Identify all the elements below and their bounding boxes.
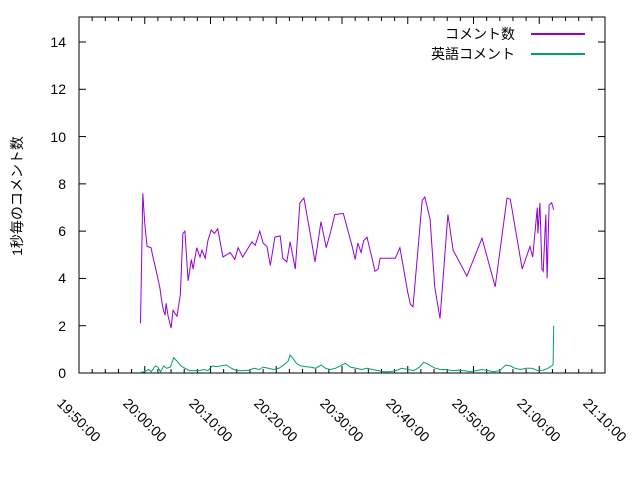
y-tick-label: 2 <box>58 317 66 334</box>
y-tick-label: 0 <box>58 365 66 381</box>
y-tick-label: 14 <box>50 34 66 50</box>
legend-label-english-comments: 英語コメント <box>431 46 515 62</box>
y-tick-label: 8 <box>58 175 66 192</box>
y-tick-label: 6 <box>58 223 66 240</box>
y-tick-label: 4 <box>58 270 66 287</box>
legend-label-comments: コメント数 <box>445 26 515 42</box>
legend-line-english-comments-sample <box>531 53 585 55</box>
y-tick-label: 12 <box>50 81 66 98</box>
y-tick-label: 10 <box>50 128 66 145</box>
legend: コメント数 英語コメント <box>0 24 585 64</box>
legend-item-comments: コメント数 <box>0 24 585 44</box>
legend-line-comments-sample <box>531 33 585 35</box>
legend-item-english-comments: 英語コメント <box>0 44 585 64</box>
